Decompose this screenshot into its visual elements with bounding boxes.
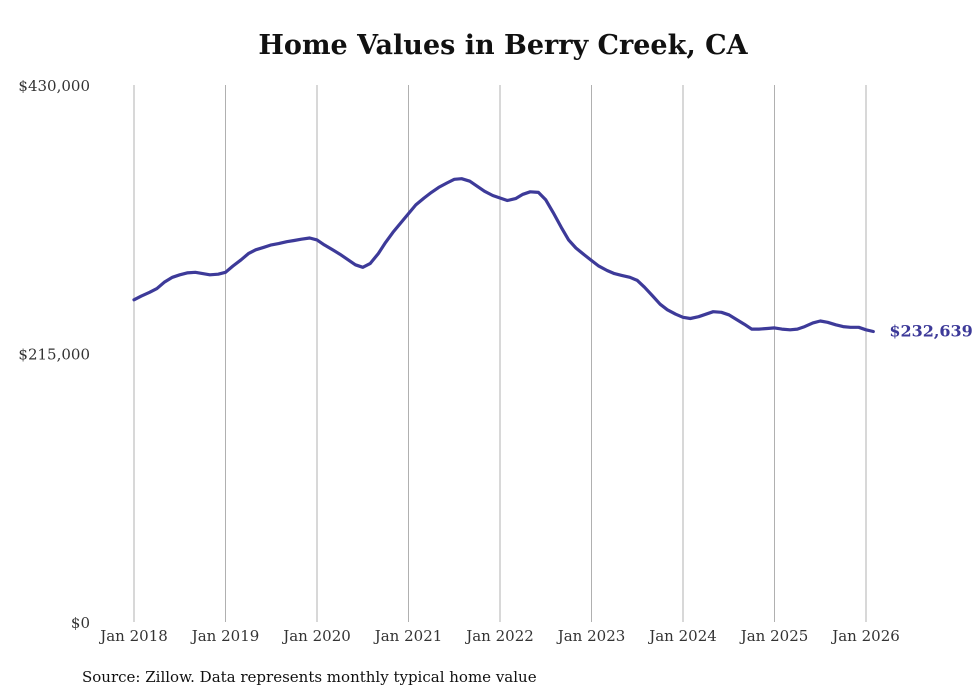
chart-title: Home Values in Berry Creek, CA — [258, 30, 748, 61]
y-tick-label: $430,000 — [18, 77, 90, 95]
x-tick-label: Jan 2018 — [98, 627, 168, 645]
x-tick-label: Jan 2024 — [647, 627, 717, 645]
source-note: Source: Zillow. Data represents monthly … — [82, 668, 537, 686]
x-tick-label: Jan 2023 — [556, 627, 626, 645]
x-tick-label: Jan 2025 — [739, 627, 809, 645]
x-tick-label: Jan 2021 — [373, 627, 443, 645]
end-value-label: $232,639 — [889, 321, 973, 340]
x-tick-label: Jan 2020 — [281, 627, 351, 645]
x-tick-label: Jan 2022 — [464, 627, 534, 645]
x-axis-ticks: Jan 2018 Jan 2019 Jan 2020 Jan 2021 Jan 2022… — [98, 627, 900, 645]
y-tick-label: $0 — [71, 614, 90, 632]
series-line — [132, 177, 875, 334]
grid-lines — [133, 85, 867, 622]
y-axis-ticks: $0 $215,000 $430,000 — [18, 77, 90, 632]
x-tick-label: Jan 2019 — [190, 627, 260, 645]
x-tick-label: Jan 2026 — [830, 627, 900, 645]
y-tick-label: $215,000 — [18, 346, 90, 364]
